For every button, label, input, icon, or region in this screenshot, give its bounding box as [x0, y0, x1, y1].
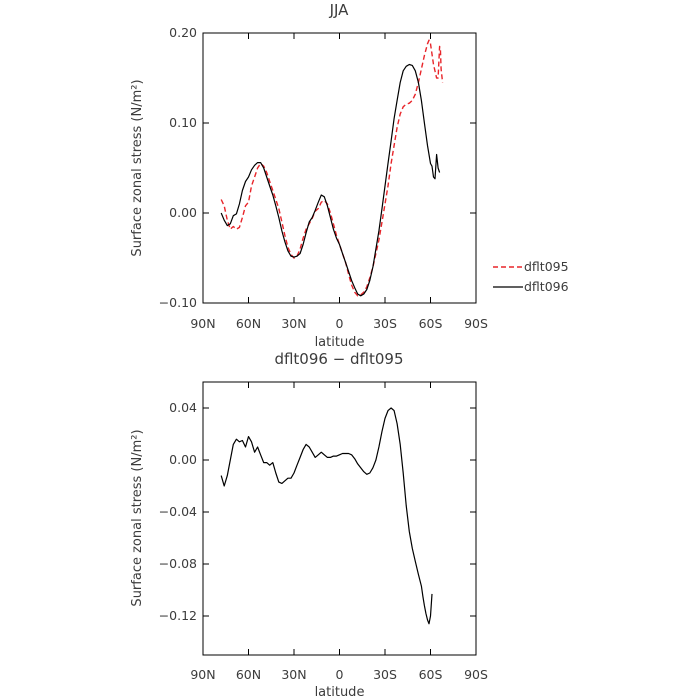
series-lines	[220, 39, 444, 297]
x-tick-label: 90N	[190, 667, 215, 682]
x-tick-label: 90N	[190, 316, 215, 331]
tick-marks	[202, 382, 477, 655]
x-tick-label: 0	[336, 316, 344, 331]
x-tick-label: 30N	[281, 316, 306, 331]
x-tick-label: 60S	[419, 316, 443, 331]
x-tick-label: 60S	[419, 667, 443, 682]
legend-entry: dflt096	[524, 279, 569, 294]
y-tick-label: 0.00	[169, 205, 197, 220]
x-tick-label: 90S	[464, 316, 488, 331]
chart-title: dflt096 − dflt095	[274, 350, 403, 368]
x-tick-label: 60N	[236, 316, 261, 331]
y-axis-label: Surface zonal stress (N/m²)	[130, 79, 145, 256]
tick-marks	[202, 32, 477, 304]
y-tick-label: −0.04	[159, 504, 197, 519]
plot-frame	[202, 381, 477, 656]
x-axis-label: latitude	[315, 685, 365, 700]
x-axis-label: latitude	[315, 335, 365, 350]
series-line-dflt096	[220, 63, 441, 297]
chart-bottom: dflt096 − dflt095 0.04 0.00 −0.04 −0.08 …	[130, 350, 488, 700]
legend-entry: dflt095	[524, 259, 569, 274]
y-tick-label: −0.10	[159, 295, 197, 310]
series-line-dflt095	[220, 39, 444, 297]
plot-frame	[202, 32, 477, 304]
y-tick-label: 0.20	[169, 25, 197, 40]
series-lines	[220, 407, 433, 625]
x-tick-label: 0	[336, 667, 344, 682]
series-line-difference	[220, 407, 433, 625]
y-axis-label: Surface zonal stress (N/m²)	[130, 429, 145, 606]
x-tick-label: 30S	[373, 667, 397, 682]
x-tick-label: 30S	[373, 316, 397, 331]
y-tick-label: −0.08	[159, 556, 197, 571]
y-tick-label: 0.00	[169, 452, 197, 467]
x-tick-label: 90S	[464, 667, 488, 682]
y-tick-label: 0.10	[169, 115, 197, 130]
chart-top: JJA 0.20 0.10 0.00 −0.10 90N 60N 30N 0 3…	[130, 1, 569, 350]
y-tick-label: −0.12	[159, 608, 197, 623]
chart-title: JJA	[329, 1, 350, 19]
x-tick-label: 60N	[236, 667, 261, 682]
x-tick-label: 30N	[281, 667, 306, 682]
y-tick-label: 0.04	[169, 400, 197, 415]
legend: dflt095 dflt096	[493, 259, 569, 294]
